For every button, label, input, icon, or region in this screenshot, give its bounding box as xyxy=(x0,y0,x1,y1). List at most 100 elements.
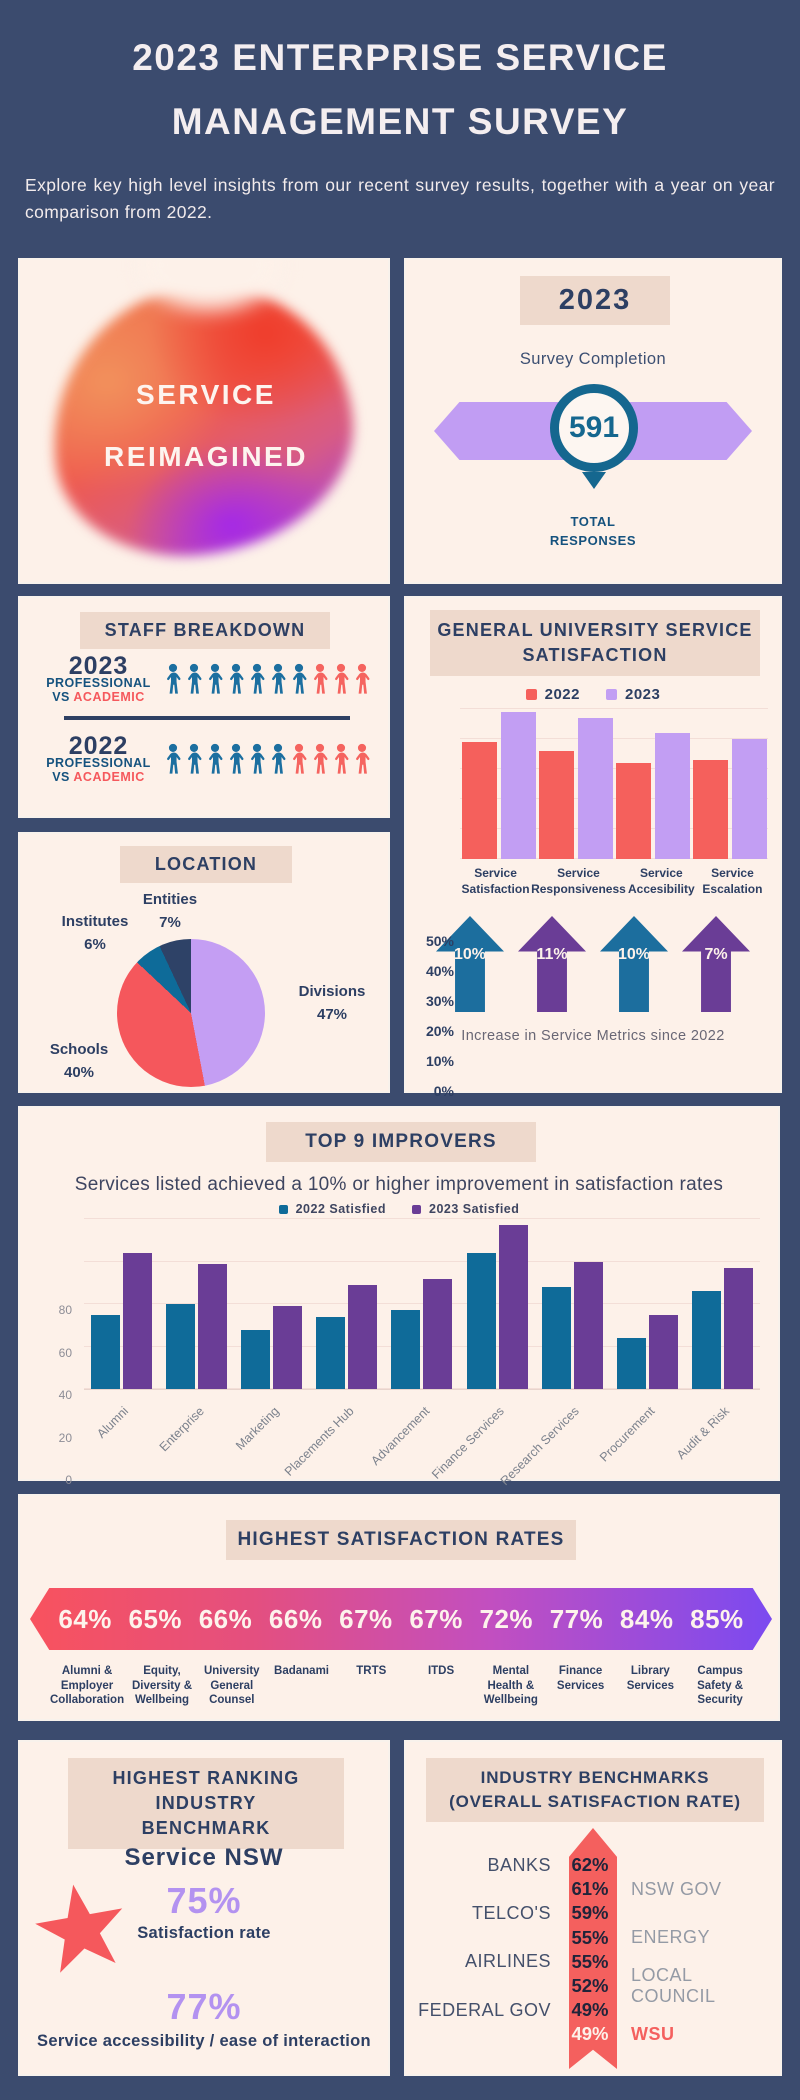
person-icon-academic xyxy=(310,662,330,701)
y-axis-label: 0 xyxy=(65,1473,72,1487)
bar-2023 Satisfied-Audit & Risk xyxy=(723,1267,753,1389)
pie-label-pct: 6% xyxy=(84,936,106,953)
banner-percentage: 66% xyxy=(268,1603,323,1634)
top9-title: TOP 9 IMPROVERS xyxy=(266,1122,536,1162)
benchmark-title: HIGHEST RANKING INDUSTRY BENCHMARK xyxy=(68,1758,344,1849)
x-label-slot: Audit & Risk xyxy=(674,1394,760,1474)
staff-icons-2022 xyxy=(155,742,372,781)
industry-row: TELCO'S 59% xyxy=(406,1901,780,1925)
gridline xyxy=(460,828,768,829)
industry-percentage: 52% xyxy=(571,1975,609,1997)
service-satisfaction-card: GENERAL UNIVERSITY SERVICE SATISFACTION … xyxy=(404,596,782,1099)
person-icon-academic xyxy=(352,662,372,701)
gridline xyxy=(84,1345,760,1347)
y-axis-label: 50% xyxy=(425,933,454,949)
industry-row: 52% LOCAL COUNCIL xyxy=(406,1965,780,2006)
location-card: LOCATION Entities 7% Institutes 6% Divis… xyxy=(18,832,390,1093)
staff-icons-2023 xyxy=(155,662,372,701)
x-label-slot: Alumni xyxy=(84,1394,159,1474)
highest-satisfaction-card: HIGHEST SATISFACTION RATES 64% 65% 66% 66% 6… xyxy=(18,1494,780,1721)
industry-label-right: ENERGY xyxy=(631,1927,711,1948)
bar-2023-Service Accesibility xyxy=(654,733,690,859)
banner-percentage: 67% xyxy=(409,1603,463,1634)
legend-item-2022-satisfied: 2022 Satisfied xyxy=(278,1202,386,1216)
x-axis-label: Service Responsiveness xyxy=(531,866,626,896)
staff-breakdown-title: STAFF BREAKDOWN xyxy=(80,612,330,649)
increase-arrow-value: 10% xyxy=(453,946,487,963)
person-icon-professional xyxy=(205,742,225,781)
badge-pointer xyxy=(582,472,606,489)
increase-arrows: 10% 11% 10% 7% xyxy=(406,916,780,1012)
highest-satisfaction-title: HIGHEST SATISFACTION RATES xyxy=(226,1520,576,1560)
legend-label: 2023 Satisfied xyxy=(429,1202,520,1216)
pie-label-pct: 40% xyxy=(63,1064,95,1081)
person-icon-professional xyxy=(163,662,183,701)
y-axis-label: 30% xyxy=(425,993,454,1009)
person-icon-professional xyxy=(184,742,204,781)
y-axis-label: 20% xyxy=(425,1023,454,1039)
industry-percentage: 61% xyxy=(571,1878,609,1900)
industry-row: 49% WSU xyxy=(406,2022,780,2046)
banner-label: Finance Services xyxy=(556,1665,605,1692)
person-icon-academic xyxy=(331,742,351,781)
industry-label-right: NSW GOV xyxy=(631,1878,722,1899)
industry-title-line1: INDUSTRY BENCHMARKS xyxy=(480,1768,710,1787)
industry-benchmarks-card: INDUSTRY BENCHMARKS (OVERALL SATISFACTIO… xyxy=(404,1740,782,2076)
bar-2023 Satisfied-Finance Services xyxy=(498,1225,528,1389)
page-title-line2: MANAGEMENT SURVEY xyxy=(171,101,629,142)
bar-groups xyxy=(84,1220,760,1389)
bar-2023 Satisfied-Enterprise xyxy=(198,1263,228,1389)
staff-vs-label: VS xyxy=(52,689,74,704)
person-icon-professional xyxy=(226,662,246,701)
bar-2022 Satisfied-Placements Hub xyxy=(316,1316,346,1389)
y-axis-label: 80 xyxy=(58,1303,72,1317)
satisfaction-title: GENERAL UNIVERSITY SERVICE SATISFACTION xyxy=(430,610,760,676)
person-icon-professional xyxy=(163,742,183,781)
person-icon-professional xyxy=(205,662,225,701)
bar-2022 Satisfied-Audit & Risk xyxy=(691,1291,721,1389)
x-label-slot: Research Services xyxy=(498,1394,610,1488)
gridline xyxy=(460,798,768,799)
x-axis-label: Service Escalation xyxy=(702,866,763,896)
page-title-line1: 2023 ENTERPRISE SERVICE xyxy=(132,37,668,78)
bar-group-Enterprise xyxy=(159,1263,234,1389)
x-axis-label: Service Satisfaction xyxy=(461,866,530,896)
gridline xyxy=(460,768,768,769)
benchmark-title-line2: BENCHMARK xyxy=(141,1818,271,1838)
bar-2022-Service Escalation xyxy=(692,760,728,859)
banner-percentage: 77% xyxy=(549,1603,604,1634)
page-subtitle: Explore key high level insights from our… xyxy=(25,175,775,222)
increase-arrow-value: 7% xyxy=(704,946,728,963)
industry-title-line2: (OVERALL SATISFACTION RATE) xyxy=(449,1792,741,1811)
industry-row: BANKS 62% xyxy=(406,1853,780,1877)
increase-arrow-icon: 7% xyxy=(682,916,750,1012)
legend-label: 2022 xyxy=(544,686,580,703)
bar-2023-Service Escalation xyxy=(731,739,767,859)
industry-label-left: FEDERAL GOV xyxy=(418,1999,551,2020)
person-icon-professional xyxy=(268,662,288,701)
satisfaction-plot-area xyxy=(460,708,768,859)
responses-caption: TOTAL RESPONSES xyxy=(406,512,780,550)
satisfaction-title-line2: SATISFACTION xyxy=(522,645,668,665)
benchmark-stat1: 75% xyxy=(166,1880,242,1921)
banner-label: Equity, Diversity & Wellbeing xyxy=(131,1665,193,1706)
industry-label-left: TELCO'S xyxy=(472,1902,551,1923)
industry-row: FEDERAL GOV 49% xyxy=(406,1998,780,2022)
increase-arrow-value: 10% xyxy=(617,946,651,963)
y-axis-label: 10% xyxy=(425,1053,454,1069)
satisfaction-banner-labels: Alumni & Employer Collaboration Equity, D… xyxy=(30,1664,772,1708)
bar-2023 Satisfied-Research Services xyxy=(573,1261,603,1389)
legend-label: 2023 xyxy=(625,686,661,703)
person-icon-professional xyxy=(289,662,309,701)
industry-label-right: WSU xyxy=(631,2023,675,2044)
y-axis-label: 60 xyxy=(58,1345,72,1360)
responses-count-badge: 591 xyxy=(550,384,638,472)
gridline xyxy=(84,1218,760,1219)
banner-label: Badanami xyxy=(274,1665,329,1677)
pie-label-pct: 7% xyxy=(159,914,181,931)
banner-percentage: 84% xyxy=(619,1603,674,1634)
x-label-slot: Procurement xyxy=(597,1394,685,1474)
bar-2022 Satisfied-Marketing xyxy=(241,1329,271,1389)
increase-arrow-icon: 10% xyxy=(600,916,668,1012)
